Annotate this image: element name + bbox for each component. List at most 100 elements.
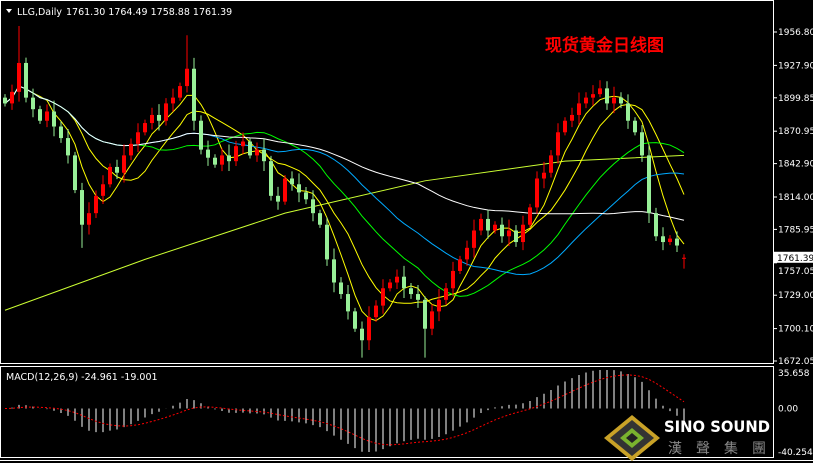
bear-candle bbox=[605, 88, 609, 104]
bear-candle bbox=[276, 195, 280, 202]
price-tick-label: 1956.80 bbox=[778, 28, 813, 38]
bear-candle bbox=[199, 120, 203, 150]
bull-candle bbox=[388, 282, 392, 289]
price-tick-label: 1842.90 bbox=[778, 160, 813, 170]
bear-candle bbox=[269, 161, 273, 196]
ma-trend-polyline bbox=[4, 154, 685, 311]
bull-candle bbox=[374, 305, 378, 318]
bull-candle bbox=[444, 288, 448, 300]
bear-candle bbox=[24, 62, 28, 98]
bull-candle bbox=[549, 155, 553, 173]
bull-candle bbox=[108, 166, 112, 185]
bear-candle bbox=[640, 132, 644, 156]
logo-cn: 漢聲集團 bbox=[668, 440, 766, 457]
bull-candle bbox=[136, 132, 140, 144]
bull-candle bbox=[129, 143, 133, 156]
macd-panel-border bbox=[0, 366, 774, 458]
price-tick-label: 1729.00 bbox=[778, 291, 813, 301]
current-price-label: 1761.39 bbox=[777, 254, 813, 264]
bull-candle bbox=[185, 68, 189, 87]
price-tick-label: 1870.95 bbox=[778, 127, 813, 137]
bear-candle bbox=[339, 282, 343, 295]
bull-candle bbox=[577, 103, 581, 115]
bull-candle bbox=[367, 317, 371, 341]
bull-candle bbox=[612, 97, 616, 104]
bull-candle bbox=[164, 103, 168, 121]
sino-sound-logo: SINO SOUND 漢聲集團 bbox=[604, 415, 770, 461]
bear-candle bbox=[675, 238, 679, 246]
logo-text: SINO SOUND bbox=[664, 417, 770, 436]
bull-candle bbox=[528, 207, 532, 225]
bear-candle bbox=[304, 192, 308, 200]
bear-candle bbox=[297, 184, 301, 193]
bull-candle bbox=[178, 86, 182, 98]
price-tick-label: 1672.05 bbox=[778, 357, 813, 367]
symbol-label: LLG,Daily bbox=[17, 7, 62, 18]
bear-candle bbox=[290, 178, 294, 185]
price-tick-label: 1814.00 bbox=[778, 193, 813, 203]
current-price-box bbox=[774, 251, 813, 263]
bull-candle bbox=[45, 111, 49, 121]
bear-candle bbox=[311, 199, 315, 214]
bear-candle bbox=[31, 97, 35, 110]
collapse-triangle-icon[interactable] bbox=[6, 9, 12, 13]
bear-candle bbox=[325, 224, 329, 260]
price-tick-label: 1785.95 bbox=[778, 225, 813, 235]
bull-candle bbox=[556, 132, 560, 156]
bull-candle bbox=[479, 218, 483, 231]
bear-candle bbox=[80, 190, 84, 225]
bull-candle bbox=[570, 114, 574, 121]
bear-candle bbox=[332, 259, 336, 283]
chart-title: 现货黄金日线图 bbox=[545, 35, 664, 56]
bull-candle bbox=[381, 288, 385, 306]
bear-candle bbox=[346, 294, 350, 312]
bull-candle bbox=[241, 141, 245, 147]
bull-candle bbox=[668, 238, 672, 243]
bear-candle bbox=[157, 114, 161, 121]
bull-candle bbox=[682, 257, 686, 259]
candles bbox=[3, 25, 686, 358]
bull-candle bbox=[220, 155, 224, 165]
ma-5-line bbox=[4, 85, 685, 322]
ohlc-values: 1761.30 1764.49 1758.88 1761.39 bbox=[66, 7, 232, 18]
bear-candle bbox=[619, 97, 623, 104]
bear-candle bbox=[227, 155, 231, 162]
bear-candle bbox=[647, 155, 651, 214]
bear-candle bbox=[514, 230, 518, 243]
bear-candle bbox=[192, 68, 196, 121]
price-axis: 1956.80 1927.90 1899.85 1870.95 1842.90 1814.… bbox=[773, 28, 813, 367]
bear-candle bbox=[416, 294, 420, 300]
price-tick-label: 1927.90 bbox=[778, 61, 813, 71]
macd-indicator bbox=[4, 370, 685, 452]
ma-60-line bbox=[4, 85, 685, 221]
price-tick-label: 1899.85 bbox=[778, 94, 813, 104]
macd-label: MACD(12,26,9) -24.961 -19.001 bbox=[6, 372, 158, 383]
bull-candle bbox=[472, 230, 476, 248]
price-tick-label: 1757.05 bbox=[778, 267, 813, 277]
bear-candle bbox=[500, 224, 504, 237]
bear-candle bbox=[115, 166, 119, 173]
bull-candle bbox=[234, 146, 238, 162]
bear-candle bbox=[3, 97, 7, 104]
bull-candle bbox=[465, 247, 469, 260]
bull-candle bbox=[458, 259, 462, 271]
bull-candle bbox=[150, 114, 154, 124]
bear-candle bbox=[486, 218, 490, 231]
bull-candle bbox=[430, 311, 434, 329]
bull-candle bbox=[591, 94, 595, 98]
bull-candle bbox=[255, 149, 259, 156]
bull-candle bbox=[87, 213, 91, 225]
main-panel-border bbox=[0, 0, 774, 364]
bull-candle bbox=[283, 178, 287, 202]
bull-candle bbox=[521, 224, 525, 243]
ma-10-line bbox=[4, 85, 685, 304]
bear-candle bbox=[38, 109, 42, 121]
bear-candle bbox=[52, 111, 56, 127]
bear-candle bbox=[206, 149, 210, 158]
macd-tick-label: 0.00 bbox=[778, 405, 798, 415]
bear-candle bbox=[262, 149, 266, 162]
bear-candle bbox=[360, 328, 364, 341]
bull-candle bbox=[563, 120, 567, 133]
